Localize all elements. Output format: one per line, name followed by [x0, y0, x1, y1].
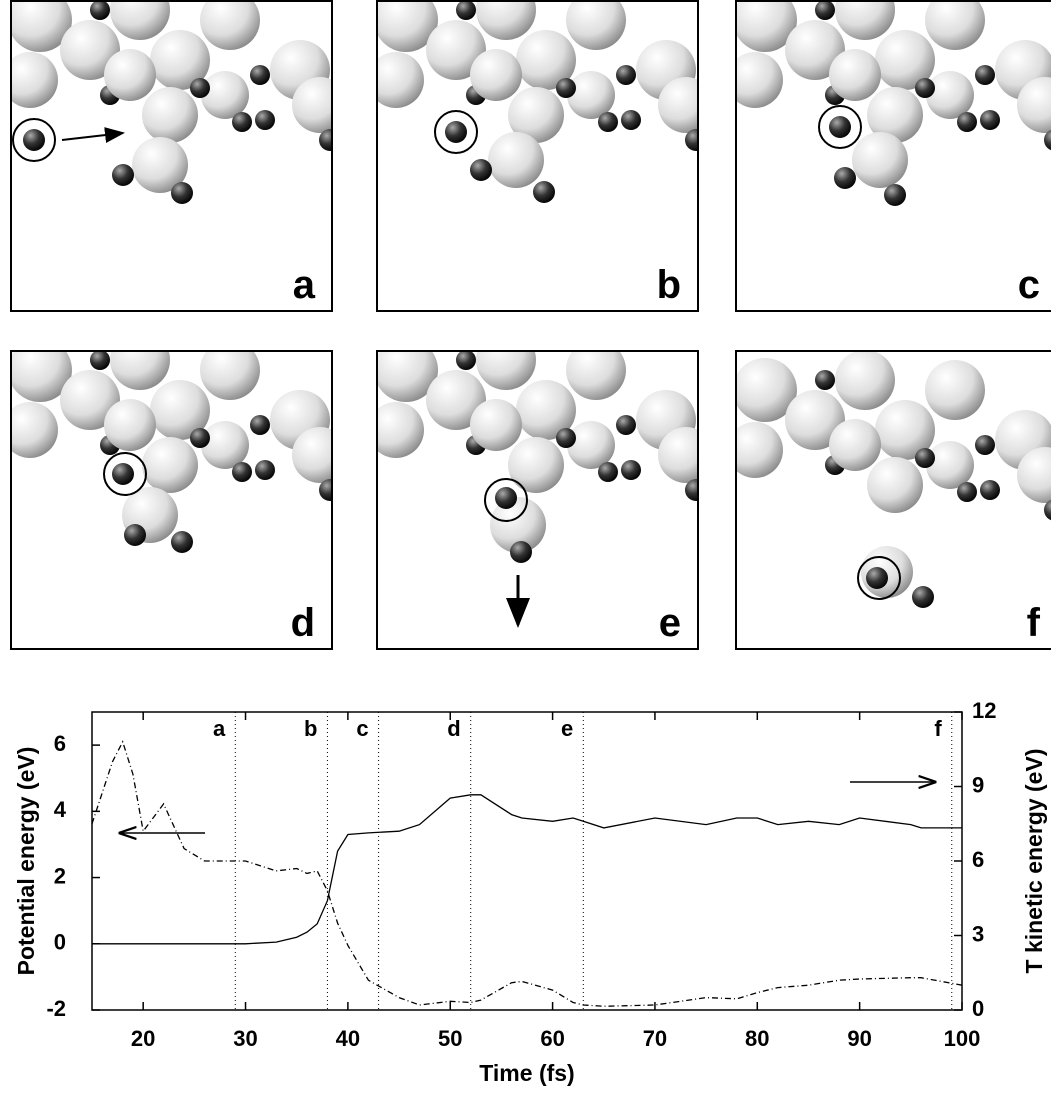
x-tick-label: 90 [847, 1026, 871, 1051]
x-axis-label: Time (fs) [479, 1060, 574, 1086]
panel-label: a [293, 263, 316, 307]
x-tick-label: 100 [944, 1026, 981, 1051]
y2-tick-label: 3 [972, 921, 984, 946]
panel: b [376, 0, 699, 312]
chart: Time (fs) Potential energy (eV) T kineti… [13, 698, 1047, 1086]
panel: c [735, 0, 1051, 312]
marker-label: d [447, 716, 460, 741]
y2-axis-label: T kinetic energy (eV) [1021, 749, 1047, 974]
x-tick-label: 50 [438, 1026, 462, 1051]
y-tick-label: 6 [54, 731, 66, 756]
y-tick-label: 2 [54, 863, 66, 888]
marker-label: b [304, 716, 317, 741]
x-tick-label: 70 [643, 1026, 667, 1051]
panel-label: e [659, 601, 681, 645]
marker-label: e [561, 716, 573, 741]
y2-tick-label: 9 [972, 772, 984, 797]
marker-label: f [934, 716, 942, 741]
panel-label: d [291, 601, 315, 645]
series-line [91, 740, 963, 1007]
y-tick-label: 0 [54, 930, 66, 955]
y-tick-label: -2 [46, 996, 66, 1021]
y-axis-label: Potential energy (eV) [13, 747, 39, 976]
x-tick-label: 80 [745, 1026, 769, 1051]
marker-label: a [213, 716, 226, 741]
panel-label: b [657, 263, 681, 307]
x-tick-label: 60 [540, 1026, 564, 1051]
x-tick-label: 20 [131, 1026, 155, 1051]
panel-label: f [1027, 601, 1041, 645]
y2-tick-label: 0 [972, 996, 984, 1021]
panel: a [10, 0, 333, 312]
panel-label: c [1018, 263, 1040, 307]
marker-label: c [356, 716, 368, 741]
y-tick-label: 4 [54, 797, 67, 822]
y2-tick-label: 12 [972, 698, 996, 723]
y2-tick-label: 6 [972, 847, 984, 872]
x-tick-label: 40 [336, 1026, 360, 1051]
x-tick-label: 30 [233, 1026, 257, 1051]
panel: e [376, 350, 699, 650]
series-line [92, 794, 962, 945]
panel: f [735, 350, 1051, 650]
snapshot-panels: a b c d e f [10, 0, 1051, 650]
panel: d [10, 350, 333, 650]
